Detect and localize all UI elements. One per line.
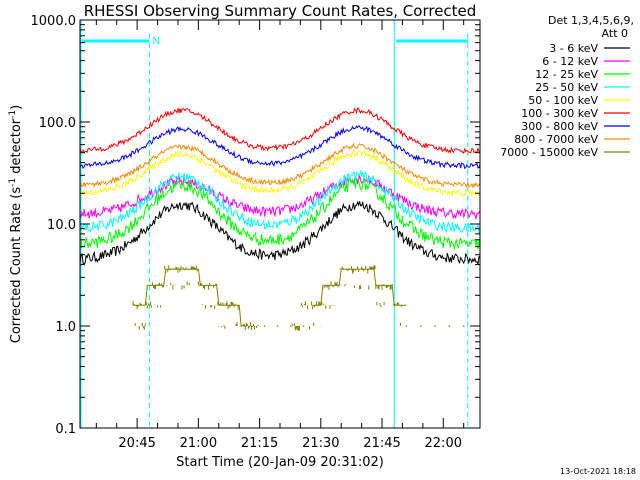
legend-label: 6 - 12 keV xyxy=(542,55,598,68)
series-point xyxy=(250,325,253,327)
series-line xyxy=(79,200,481,266)
series-point xyxy=(302,325,305,327)
legend-label: 12 - 25 keV xyxy=(535,68,598,81)
legend-title-line-1: Det 1,3,4,5,6,9, xyxy=(548,14,634,27)
y-tick-label: 100.0 xyxy=(39,116,76,131)
y-axis: 0.1 1.0 10.0 100.0 1000.0 xyxy=(31,14,480,437)
x-axis: 20:45 21:00 21:15 21:30 21:45 22:00 xyxy=(95,20,465,451)
series-line xyxy=(79,149,481,197)
series-line xyxy=(79,175,481,220)
series-line xyxy=(79,177,481,250)
legend-title-line-2: Att 0 xyxy=(602,27,628,40)
y-tick-label: 1.0 xyxy=(55,320,76,335)
y-tick-label: 0.1 xyxy=(55,422,76,437)
night-flag-label: N xyxy=(152,36,159,47)
series-line xyxy=(79,170,481,234)
chart-title: RHESSI Observing Summary Count Rates, Co… xyxy=(84,2,477,20)
x-tick-label: 22:00 xyxy=(425,436,462,451)
y-tick-label: 1000.0 xyxy=(31,14,77,29)
legend-label: 25 - 50 keV xyxy=(535,81,598,94)
series-point xyxy=(263,325,266,327)
x-tick-label: 21:15 xyxy=(241,436,278,451)
series-line xyxy=(79,125,481,170)
legend-label: 3 - 6 keV xyxy=(549,42,598,55)
series-noise xyxy=(132,265,403,331)
series-point xyxy=(289,325,292,327)
y-axis-label: Corrected Count Rate (s-1 detector-1) xyxy=(8,105,24,343)
series-point xyxy=(448,325,451,327)
x-tick-label: 21:00 xyxy=(180,436,217,451)
x-tick-label: 21:45 xyxy=(363,436,400,451)
y-tick-label: 10.0 xyxy=(47,218,76,233)
plot-frame xyxy=(79,19,481,429)
legend-label: 300 - 800 keV xyxy=(521,120,598,133)
series-point xyxy=(405,325,408,327)
legend-label: 50 - 100 keV xyxy=(528,94,598,107)
series-point xyxy=(434,325,436,327)
series-point xyxy=(462,325,465,327)
series-point xyxy=(276,325,279,327)
series-line xyxy=(79,142,481,189)
x-axis-label: Start Time (20-Jan-09 20:31:02) xyxy=(176,455,384,470)
series-line xyxy=(133,268,248,327)
x-tick-label: 21:30 xyxy=(302,436,339,451)
series-point xyxy=(420,325,422,327)
legend-label: 7000 - 15000 keV xyxy=(500,146,598,159)
legend-label: 800 - 7000 keV xyxy=(514,133,598,146)
timestamp: 13-Oct-2021 18:18 xyxy=(560,467,636,476)
series-line xyxy=(79,107,481,154)
legend-label: 100 - 300 keV xyxy=(521,107,598,120)
plot-area: N xyxy=(79,20,481,428)
x-tick-label: 20:45 xyxy=(118,436,155,451)
